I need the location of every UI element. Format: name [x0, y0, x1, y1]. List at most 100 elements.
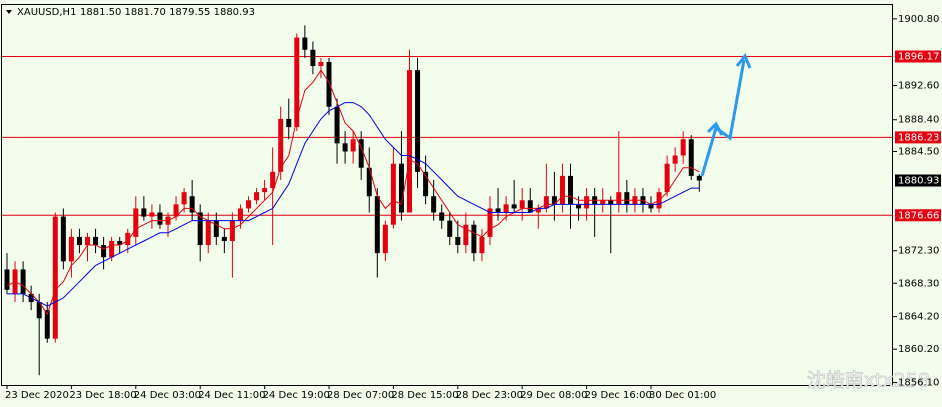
candle-body: [85, 236, 90, 246]
candle-body: [439, 212, 445, 221]
candle-body: [503, 204, 509, 213]
ohlc-text: 1881.50 1881.70 1879.55 1880.93: [80, 7, 255, 18]
candle-body: [294, 37, 300, 128]
candle-body: [398, 163, 404, 213]
menu-icon: [6, 10, 12, 14]
y-tick-label: 1884.50: [898, 146, 939, 157]
level-tag: [895, 131, 941, 144]
candle-body: [229, 220, 235, 241]
y-tick-label: 1856.10: [898, 378, 939, 389]
candle-body: [237, 208, 243, 221]
candle-body: [696, 175, 702, 181]
forecast-arrow: [700, 53, 752, 177]
candle-body: [382, 224, 388, 254]
candle-body: [302, 37, 308, 50]
candle-body: [455, 236, 461, 246]
candle-body: [149, 212, 155, 217]
candle-body: [584, 196, 590, 209]
y-tick-label: 1872.30: [898, 246, 939, 257]
candle-body: [600, 200, 606, 205]
level-tag: [895, 50, 941, 63]
y-tick-label: 1864.20: [898, 312, 939, 323]
candle-body: [495, 208, 501, 213]
candle-body: [463, 224, 469, 246]
candle-body: [76, 236, 82, 246]
x-tick-label: 29 Dec 16:00: [585, 390, 652, 401]
candle-body: [551, 196, 557, 205]
plot: [2, 25, 893, 376]
candle-body: [479, 236, 485, 254]
candle-body: [318, 61, 324, 67]
x-tick-label: 24 Dec 19:00: [263, 390, 330, 401]
candle-body: [374, 196, 380, 254]
candle-body: [415, 70, 421, 172]
x-tick-label: 23 Dec 18:00: [69, 390, 136, 401]
candle-body: [44, 310, 50, 339]
level-label: 1896.17: [898, 52, 939, 63]
candle-body: [672, 155, 678, 164]
price-label: 1880.93: [898, 176, 939, 187]
y-tick-label: 1860.20: [898, 344, 939, 355]
candle-body: [197, 212, 203, 246]
candle-body: [133, 208, 139, 237]
candle-body: [117, 240, 123, 246]
candle-body: [559, 175, 565, 205]
x-tick-label: 28 Dec 23:00: [456, 390, 523, 401]
candle-body: [205, 220, 211, 246]
candle-body: [535, 208, 541, 213]
candle-body: [342, 143, 348, 152]
candle-body: [423, 171, 429, 197]
level-label: 1886.23: [898, 132, 939, 143]
candle-body: [407, 70, 412, 213]
candle-body: [286, 118, 292, 128]
indicator-line: [7, 102, 700, 307]
candle-body: [254, 192, 260, 201]
candle-body: [616, 192, 622, 205]
candle-body: [109, 240, 115, 258]
candle-body: [568, 175, 573, 205]
x-tick-label: 28 Dec 15:00: [391, 390, 458, 401]
candle-body: [648, 204, 654, 209]
x-tick-label: 29 Dec 08:00: [520, 390, 587, 401]
x-tick-label: 23 Dec 2020: [5, 390, 69, 401]
candle-body: [527, 200, 533, 213]
candle-body: [68, 236, 74, 262]
candle-body: [447, 220, 453, 237]
candle-body: [93, 236, 99, 246]
x-tick-label: 24 Dec 03:00: [134, 390, 201, 401]
candle-body: [246, 200, 251, 209]
candle-body: [390, 163, 396, 225]
candle-body: [221, 236, 227, 241]
candle-body: [20, 269, 26, 294]
candle-body: [213, 220, 219, 237]
y-tick-label: 1900.80: [898, 14, 939, 25]
candle-body: [487, 208, 493, 237]
candle-body: [278, 118, 284, 172]
candle-body: [688, 139, 694, 176]
candle-body: [431, 196, 437, 213]
candle-body: [125, 232, 131, 246]
candle-body: [624, 192, 630, 205]
candle-body: [519, 200, 525, 209]
x-tick-label: 24 Dec 11:00: [198, 390, 265, 401]
level-label: 1876.66: [898, 210, 939, 221]
candle-body: [36, 302, 42, 319]
candle-body: [60, 216, 66, 262]
candle-body: [181, 192, 187, 205]
watermark: 沈皓南xtx258: [807, 370, 930, 392]
candle-body: [157, 212, 163, 225]
level-tag: [895, 209, 941, 222]
arrow-path: [700, 59, 746, 177]
arrow-head: [735, 53, 752, 69]
y-tick-label: 1892.60: [898, 81, 939, 92]
price-tag: [895, 174, 941, 187]
candle-body: [270, 171, 276, 189]
y-tick-label: 1868.30: [898, 278, 939, 289]
candle-body: [608, 200, 614, 205]
candle-body: [576, 204, 582, 209]
candle-body: [4, 269, 10, 290]
symbol: XAUUSD,H1: [17, 7, 76, 18]
candle-body: [262, 188, 268, 193]
